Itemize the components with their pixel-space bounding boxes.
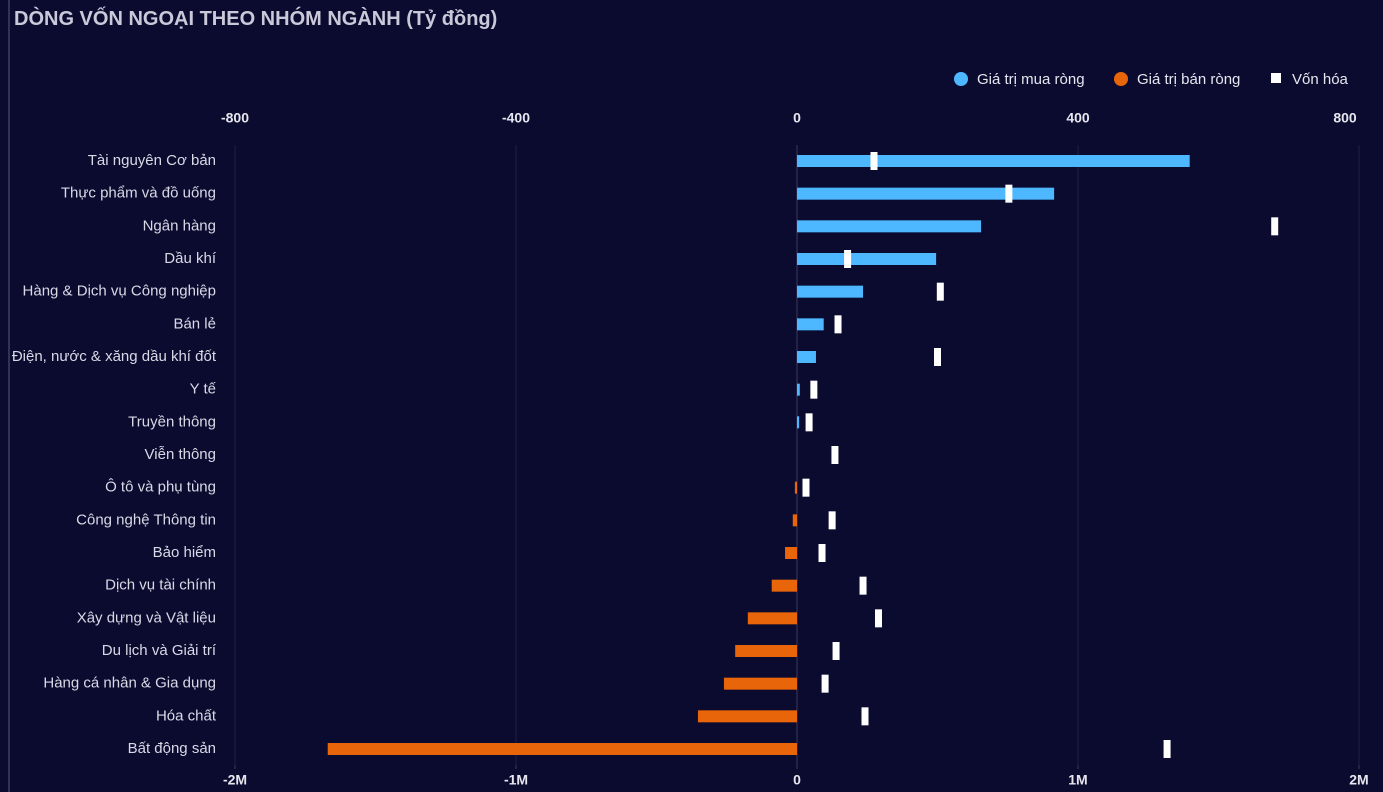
category-label: Điện, nước & xăng dầu khí đốt <box>12 348 217 365</box>
category-label: Y tế <box>190 381 217 398</box>
category-label: Du lịch và Giải trí <box>102 642 217 659</box>
legend-label: Vốn hóa <box>1292 71 1349 88</box>
category-label: Hàng cá nhân & Gia dụng <box>43 675 216 692</box>
category-label: Bán lẻ <box>173 315 216 332</box>
category-label: Hàng & Dịch vụ Công nghiệp <box>23 283 216 300</box>
bar <box>797 351 816 363</box>
category-label: Bất động sản <box>128 740 216 757</box>
market-cap-marker <box>821 674 829 693</box>
x2-tick-label: -1M <box>504 772 528 788</box>
legend-label: Giá trị mua ròng <box>977 71 1085 88</box>
bar <box>747 612 797 625</box>
market-cap-marker <box>810 380 818 399</box>
x-tick-label: 0 <box>793 110 801 126</box>
market-cap-marker <box>1271 217 1279 236</box>
market-cap-marker <box>936 282 944 301</box>
bar <box>723 677 797 690</box>
bar <box>785 547 797 559</box>
bar <box>797 285 864 298</box>
legend-label: Giá trị bán ròng <box>1137 71 1240 88</box>
market-cap-marker <box>834 315 842 334</box>
x-tick-label: -800 <box>221 110 249 126</box>
market-cap-marker <box>844 250 852 268</box>
legend-swatch <box>954 72 968 86</box>
bar <box>794 481 797 494</box>
market-cap-marker <box>861 707 869 726</box>
category-label: Xây dựng và Vật liệu <box>77 609 216 626</box>
category-label: Hóa chất <box>156 707 217 724</box>
category-label: Thực phẩm và đồ uống <box>61 185 216 202</box>
x-tick-label: 800 <box>1333 110 1357 126</box>
bar <box>735 645 797 657</box>
legend-swatch <box>1271 73 1281 83</box>
market-cap-marker <box>805 413 813 432</box>
bar <box>327 743 797 755</box>
x2-tick-label: 2M <box>1349 772 1368 788</box>
market-cap-marker <box>934 348 941 366</box>
market-cap-marker <box>859 576 867 595</box>
category-label: Tài nguyên Cơ bản <box>88 152 216 169</box>
bar <box>797 155 1190 167</box>
market-cap-marker <box>802 478 810 497</box>
market-cap-marker <box>1005 184 1013 203</box>
x-tick-label: 400 <box>1066 110 1090 126</box>
category-label: Dịch vụ tài chính <box>105 577 216 594</box>
market-cap-marker <box>1163 740 1171 758</box>
legend-swatch <box>1114 72 1128 86</box>
market-cap-marker <box>828 511 836 530</box>
bar <box>797 253 937 265</box>
bar <box>697 710 797 723</box>
bar <box>797 187 1055 200</box>
x2-tick-label: 0 <box>793 772 801 788</box>
market-cap-marker <box>818 544 826 562</box>
category-label: Viễn thông <box>145 446 216 463</box>
category-label: Truyền thông <box>128 413 216 430</box>
category-label: Ngân hàng <box>143 217 216 234</box>
category-label: Công nghệ Thông tin <box>76 511 216 528</box>
bar <box>797 220 982 233</box>
bar <box>797 383 800 396</box>
category-label: Bảo hiểm <box>153 544 216 561</box>
market-cap-marker <box>874 609 882 628</box>
x-tick-label: -400 <box>502 110 530 126</box>
bar <box>797 318 824 331</box>
bar <box>797 416 800 429</box>
category-label: Dầu khí <box>164 250 217 267</box>
x2-tick-label: 1M <box>1068 772 1087 788</box>
market-cap-marker <box>870 152 878 170</box>
category-label: Ô tô và phụ tùng <box>105 479 216 496</box>
market-cap-marker <box>831 446 839 464</box>
bar <box>792 514 797 527</box>
x2-tick-label: -2M <box>223 772 247 788</box>
market-cap-marker <box>832 642 840 660</box>
bar <box>771 579 797 592</box>
chart-title: DÒNG VỐN NGOẠI THEO NHÓM NGÀNH (Tỷ đồng) <box>14 6 497 30</box>
